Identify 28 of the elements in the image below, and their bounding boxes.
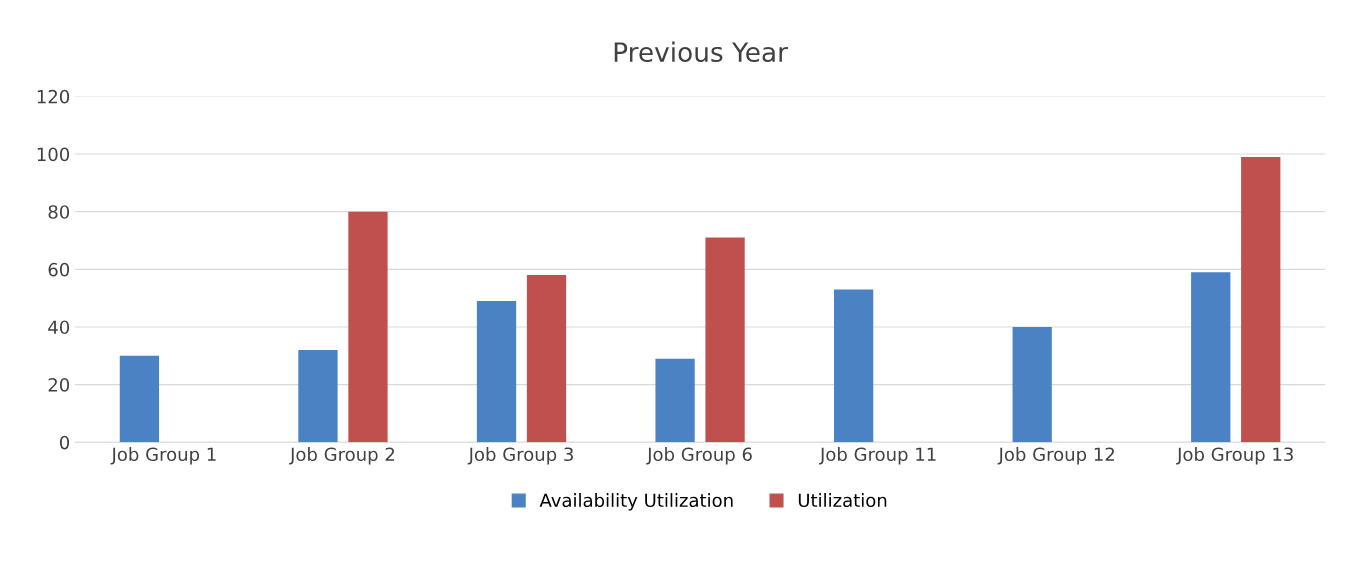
y-tick-label: 0	[59, 435, 70, 450]
legend-label: Availability Utilization	[539, 493, 733, 511]
y-tick-label: 20	[48, 378, 70, 392]
bar	[1241, 156, 1281, 443]
bar	[705, 237, 745, 443]
chart-title: Previous Year	[614, 41, 788, 63]
y-tick-label: 100	[37, 147, 70, 162]
bar	[1191, 272, 1231, 443]
x-tick-label: Job Group 1	[110, 447, 216, 465]
bar	[833, 289, 874, 443]
bar	[655, 358, 695, 443]
bar	[476, 301, 517, 443]
x-tick-label: Job Group 2	[289, 447, 395, 465]
y-tick-label: 60	[48, 262, 70, 277]
x-tick-label: Job Group 11	[819, 447, 936, 465]
bar	[348, 211, 388, 443]
x-tick-label: Job Group 13	[1176, 447, 1293, 465]
bar	[298, 350, 338, 443]
bar	[1012, 326, 1052, 443]
x-tick-label: Job Group 6	[646, 447, 752, 465]
y-tick-label: 40	[48, 320, 70, 335]
bar	[526, 275, 567, 443]
x-tick-label: Job Group 12	[997, 447, 1114, 465]
y-tick-label: 120	[37, 89, 70, 104]
x-tick-label: Job Group 3	[467, 447, 573, 465]
legend-label: Utilization	[798, 493, 887, 508]
bar	[119, 355, 160, 443]
y-tick-label: 80	[48, 205, 70, 219]
